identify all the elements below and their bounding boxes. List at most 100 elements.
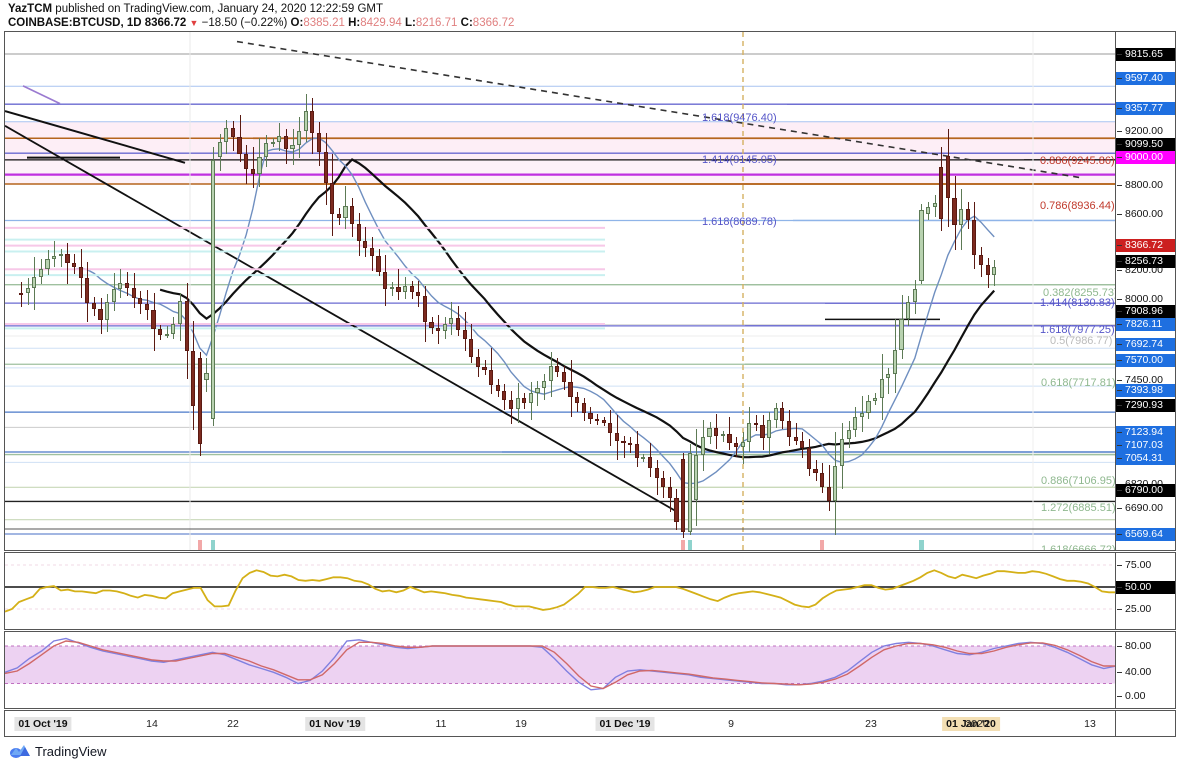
axis-tick	[1117, 646, 1122, 647]
axis-tick	[1117, 696, 1122, 697]
candle-body	[297, 130, 302, 145]
rsi-plot-area[interactable]	[5, 553, 1116, 629]
candle-body	[806, 447, 811, 470]
candle-body	[58, 253, 63, 257]
volume-bar	[681, 540, 686, 550]
candle-body	[541, 380, 547, 388]
candle-body	[760, 424, 765, 439]
price-axis-label-text: 8800.00	[1125, 179, 1163, 191]
price-axis-label-text: 7123.94	[1125, 426, 1163, 438]
stochastic-pane[interactable]: 80.00 40.00 0.00	[4, 631, 1176, 709]
candle-body	[237, 136, 242, 154]
price-pane[interactable]: 1.618(9476.40) 1.414(9145.05) 0.886(9245.8…	[4, 31, 1176, 551]
candle-body	[747, 422, 752, 442]
candle-body	[257, 156, 262, 174]
candle-body	[892, 349, 898, 374]
candle-body	[19, 292, 24, 295]
price-axis-label: 9099.50	[1116, 138, 1175, 151]
fibonacci-level-label: 1.272(6885.51)	[1041, 502, 1116, 514]
candle-body	[290, 144, 295, 149]
candle-body	[402, 285, 408, 292]
candle-body	[939, 167, 944, 219]
axis-tick	[1117, 54, 1122, 55]
candle-body	[25, 288, 30, 294]
time-axis-labels[interactable]: 01 Oct '19 14 22 01 Nov '19 11 19 01 Dec '19 9 2…	[5, 711, 1116, 736]
rsi-axis-label-text: 25.00	[1125, 603, 1152, 615]
fibonacci-level-label: 1.618(6666.72)	[1041, 544, 1116, 550]
candle-body	[409, 285, 414, 292]
candle-body	[489, 370, 494, 385]
candle-body	[250, 168, 255, 174]
candle-body	[548, 366, 553, 381]
time-axis-label: 2020	[965, 718, 989, 730]
low-label: L:	[405, 17, 416, 29]
candle-wick	[795, 423, 797, 446]
price-axis-label: 7570.00	[1116, 354, 1175, 367]
candle-body	[151, 309, 156, 330]
symbol-quote-line: COINBASE:BTCUSD, 1D 8366.72 ▼ −18.50 (−0…	[8, 17, 514, 29]
candle-body	[376, 256, 381, 272]
tradingview-logo[interactable]: TradingView	[10, 743, 107, 759]
price-axis-label-text: 6790.00	[1125, 484, 1163, 496]
candle-body	[343, 206, 348, 219]
price-axis[interactable]: 9815.65 9597.40 9357.77 9200.00 9099.50 9000.…	[1115, 32, 1175, 550]
candle-body	[978, 254, 984, 265]
price-axis-label: 8800.00	[1116, 179, 1175, 192]
price-change: −18.50 (−0.22%)	[201, 17, 288, 29]
candle-body	[992, 267, 997, 275]
stochastic-shaded-zone	[5, 646, 1116, 684]
time-axis-label: 23	[865, 718, 877, 730]
low-value: 8216.71	[415, 17, 458, 29]
candle-body	[462, 329, 467, 340]
candle-body	[91, 303, 96, 310]
stochastic-axis[interactable]: 80.00 40.00 0.00	[1115, 632, 1175, 708]
price-axis-label: 7908.96	[1116, 305, 1175, 318]
open-value: 8385.21	[303, 17, 345, 29]
stochastic-axis-label: 40.00	[1116, 666, 1175, 679]
candle-body	[800, 440, 805, 448]
rsi-axis-label: 50.00	[1116, 581, 1175, 594]
axis-tick	[1117, 432, 1122, 433]
rsi-pane[interactable]: 75.00 50.00 25.00	[4, 552, 1176, 630]
axis-tick	[1117, 405, 1122, 406]
candle-body	[634, 444, 639, 459]
candle-wick	[623, 436, 625, 459]
price-axis-label-text: 7450.00	[1125, 374, 1163, 386]
price-axis-label-text: 8366.72	[1125, 239, 1163, 251]
stochastic-d-line	[5, 640, 1116, 690]
candle-body	[230, 128, 236, 137]
candle-body	[495, 385, 500, 392]
axis-tick	[1117, 108, 1122, 109]
candle-body	[71, 262, 77, 268]
candle-body	[681, 458, 686, 533]
rsi-axis[interactable]: 75.00 50.00 25.00	[1115, 553, 1175, 629]
candle-body	[171, 324, 176, 334]
candle-body	[965, 208, 970, 220]
candle-body	[244, 153, 249, 169]
rsi-axis-label: 75.00	[1116, 559, 1175, 572]
volume-bar	[687, 540, 692, 550]
candle-body	[674, 497, 679, 522]
candle-body	[568, 381, 573, 398]
fibonacci-level-label: 0.786(8936.44)	[1040, 200, 1115, 212]
axis-tick	[1117, 587, 1122, 588]
candle-body	[767, 419, 772, 439]
candle-body	[661, 477, 666, 488]
price-axis-label: 8600.00	[1116, 208, 1175, 221]
price-axis-label-text: 9200.00	[1125, 125, 1163, 137]
symbol-label[interactable]: COINBASE:BTCUSD, 1D	[8, 17, 142, 29]
volume-bar	[197, 540, 202, 550]
rsi-line	[5, 569, 1116, 613]
stochastic-k-line	[5, 637, 1116, 691]
volume-bar	[210, 540, 216, 550]
chart-container[interactable]: 1.618(9476.40) 1.414(9145.05) 0.886(9245.8…	[0, 31, 1180, 737]
rsi-axis-label-text: 50.00	[1125, 581, 1152, 593]
stochastic-plot-area[interactable]	[5, 632, 1116, 708]
price-plot-area[interactable]: 1.618(9476.40) 1.414(9145.05) 0.886(9245.8…	[5, 32, 1116, 550]
candle-body	[330, 182, 335, 215]
stochastic-axis-label-text: 40.00	[1125, 666, 1152, 678]
price-axis-label-text: 7692.74	[1125, 338, 1163, 350]
axis-tick	[1117, 672, 1122, 673]
time-axis-pane[interactable]: 01 Oct '19 14 22 01 Nov '19 11 19 01 Dec '19 9 2…	[4, 710, 1176, 737]
candle-body	[449, 317, 454, 325]
